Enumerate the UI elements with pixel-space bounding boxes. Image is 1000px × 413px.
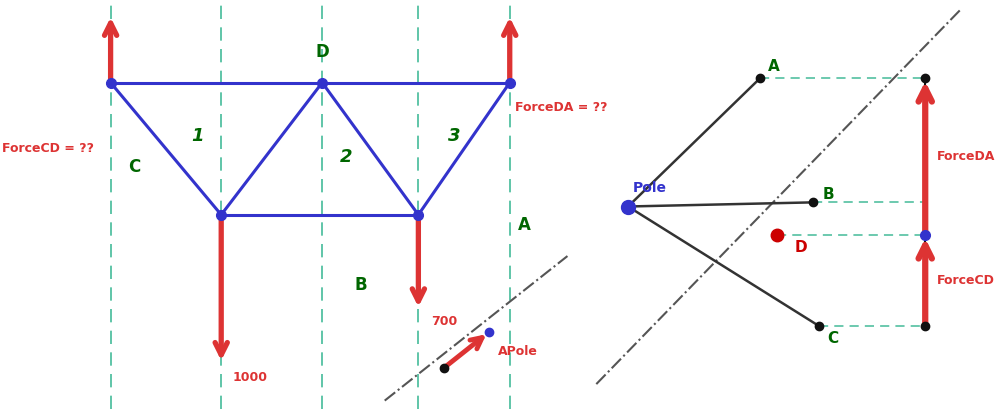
Text: ForceCD = ??: ForceCD = ?? bbox=[2, 142, 94, 155]
Text: B: B bbox=[822, 187, 834, 202]
Text: D: D bbox=[315, 43, 329, 61]
Text: B: B bbox=[354, 276, 367, 294]
Text: 2: 2 bbox=[340, 148, 352, 166]
Text: 3: 3 bbox=[448, 127, 460, 145]
Text: 1000: 1000 bbox=[233, 371, 268, 385]
Text: 700: 700 bbox=[431, 315, 457, 328]
Text: Pole: Pole bbox=[633, 181, 667, 195]
Text: C: C bbox=[827, 331, 838, 346]
Text: A: A bbox=[518, 216, 531, 234]
Text: ForceDA: ForceDA bbox=[937, 150, 995, 164]
Text: 1: 1 bbox=[191, 127, 203, 145]
Text: C: C bbox=[129, 158, 141, 176]
Text: A: A bbox=[767, 59, 779, 74]
Text: ForceDA = ??: ForceDA = ?? bbox=[515, 101, 607, 114]
Text: APole: APole bbox=[498, 344, 538, 358]
Text: D: D bbox=[794, 240, 807, 255]
Text: ForceCD: ForceCD bbox=[937, 274, 995, 287]
